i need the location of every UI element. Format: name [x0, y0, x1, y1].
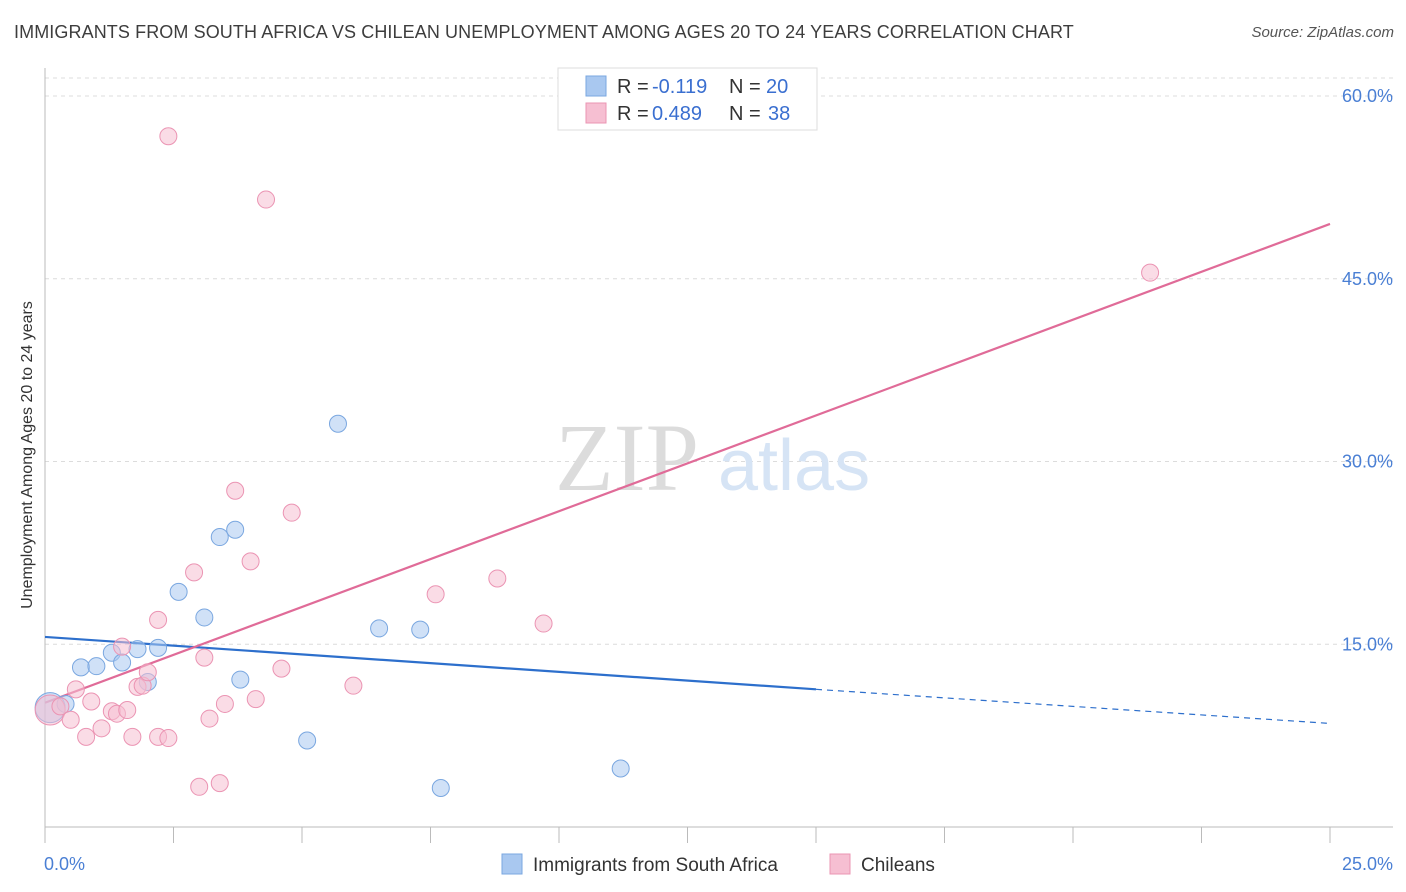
trend-line-extension-0: [815, 688, 1331, 725]
point-chileans: [138, 663, 157, 682]
watermark-atlas: atlas: [718, 426, 870, 506]
series-legend-label-chileans: Chileans: [861, 855, 935, 876]
point-south-africa: [71, 658, 90, 677]
legend-swatch-chileans: [585, 102, 607, 124]
point-south-africa: [195, 608, 214, 627]
point-south-africa: [298, 731, 317, 750]
series-legend: Immigrants from South Africa Chileans: [501, 853, 935, 876]
point-chileans: [113, 637, 132, 656]
legend-n-value-1: 20: [766, 76, 788, 98]
legend-r-value-1: -0.119: [652, 76, 707, 98]
point-chileans: [61, 710, 80, 729]
legend-r-label-1: R =: [617, 76, 649, 98]
point-chileans: [344, 676, 363, 695]
point-chileans: [51, 697, 70, 716]
chart-title: IMMIGRANTS FROM SOUTH AFRICA VS CHILEAN …: [14, 22, 1074, 42]
legend-n-value-2: 38: [768, 103, 790, 125]
point-chileans: [123, 727, 142, 746]
trend-lines: [44, 222, 1331, 725]
point-chileans: [488, 569, 507, 588]
point-chileans: [282, 503, 301, 522]
point-chileans: [118, 701, 137, 720]
y-tick-label: 15.0%: [1342, 634, 1393, 654]
point-chileans: [215, 694, 234, 713]
point-chileans: [272, 659, 291, 678]
point-south-africa: [87, 657, 106, 676]
point-south-africa: [231, 670, 250, 689]
data-points: [34, 127, 1160, 798]
trend-line-0: [44, 635, 817, 691]
y-tick-label: 30.0%: [1342, 452, 1393, 472]
point-south-africa: [149, 638, 168, 657]
y-tick-label: 60.0%: [1342, 86, 1393, 106]
point-chileans: [195, 648, 214, 667]
point-south-africa: [411, 620, 430, 639]
point-south-africa: [370, 619, 389, 638]
legend-swatch-south-africa: [585, 75, 607, 97]
chart-source: Source: ZipAtlas.com: [1251, 24, 1394, 41]
point-chileans: [159, 729, 178, 748]
point-chileans: [159, 127, 178, 146]
correlation-legend: R = -0.119 N = 20 R = 0.489 N = 38: [557, 67, 818, 131]
point-chileans: [190, 777, 209, 796]
point-chileans: [149, 610, 168, 629]
point-chileans: [82, 692, 101, 711]
point-south-africa: [128, 640, 147, 659]
series-legend-label-south-africa: Immigrants from South Africa: [533, 855, 778, 876]
point-chileans: [534, 614, 553, 633]
point-south-africa: [169, 582, 188, 601]
legend-n-label-1: N =: [729, 76, 761, 98]
point-chileans: [92, 719, 111, 738]
point-chileans: [66, 680, 85, 699]
trend-line-1: [44, 222, 1331, 704]
point-chileans: [426, 585, 445, 604]
legend-r-label-2: R =: [617, 103, 649, 125]
tick-labels: 15.0% 30.0% 45.0% 60.0% 0.0% 25.0%: [44, 86, 1393, 874]
point-chileans: [200, 709, 219, 728]
watermark-zip: ZIP: [555, 404, 699, 511]
point-chileans: [185, 563, 204, 582]
series-legend-swatch-south-africa: [501, 853, 523, 875]
point-south-africa: [226, 520, 245, 539]
point-chileans: [1141, 263, 1160, 282]
series-legend-swatch-chileans: [829, 853, 851, 875]
point-south-africa: [113, 653, 132, 672]
point-south-africa: [328, 414, 347, 433]
watermark: ZIP atlas: [555, 404, 870, 511]
legend-n-label-2: N =: [729, 103, 761, 125]
x-tick-label: 25.0%: [1342, 854, 1393, 874]
point-south-africa: [431, 779, 450, 798]
point-chileans: [226, 481, 245, 500]
x-tick-label: 0.0%: [44, 854, 85, 874]
point-chileans: [246, 690, 265, 709]
point-chileans: [210, 774, 229, 793]
point-south-africa: [611, 759, 630, 778]
y-tick-label: 45.0%: [1342, 269, 1393, 289]
point-chileans: [257, 190, 276, 209]
point-south-africa: [210, 528, 229, 547]
point-chileans: [77, 727, 96, 746]
point-chileans: [241, 552, 260, 571]
legend-r-value-2: 0.489: [652, 103, 702, 125]
